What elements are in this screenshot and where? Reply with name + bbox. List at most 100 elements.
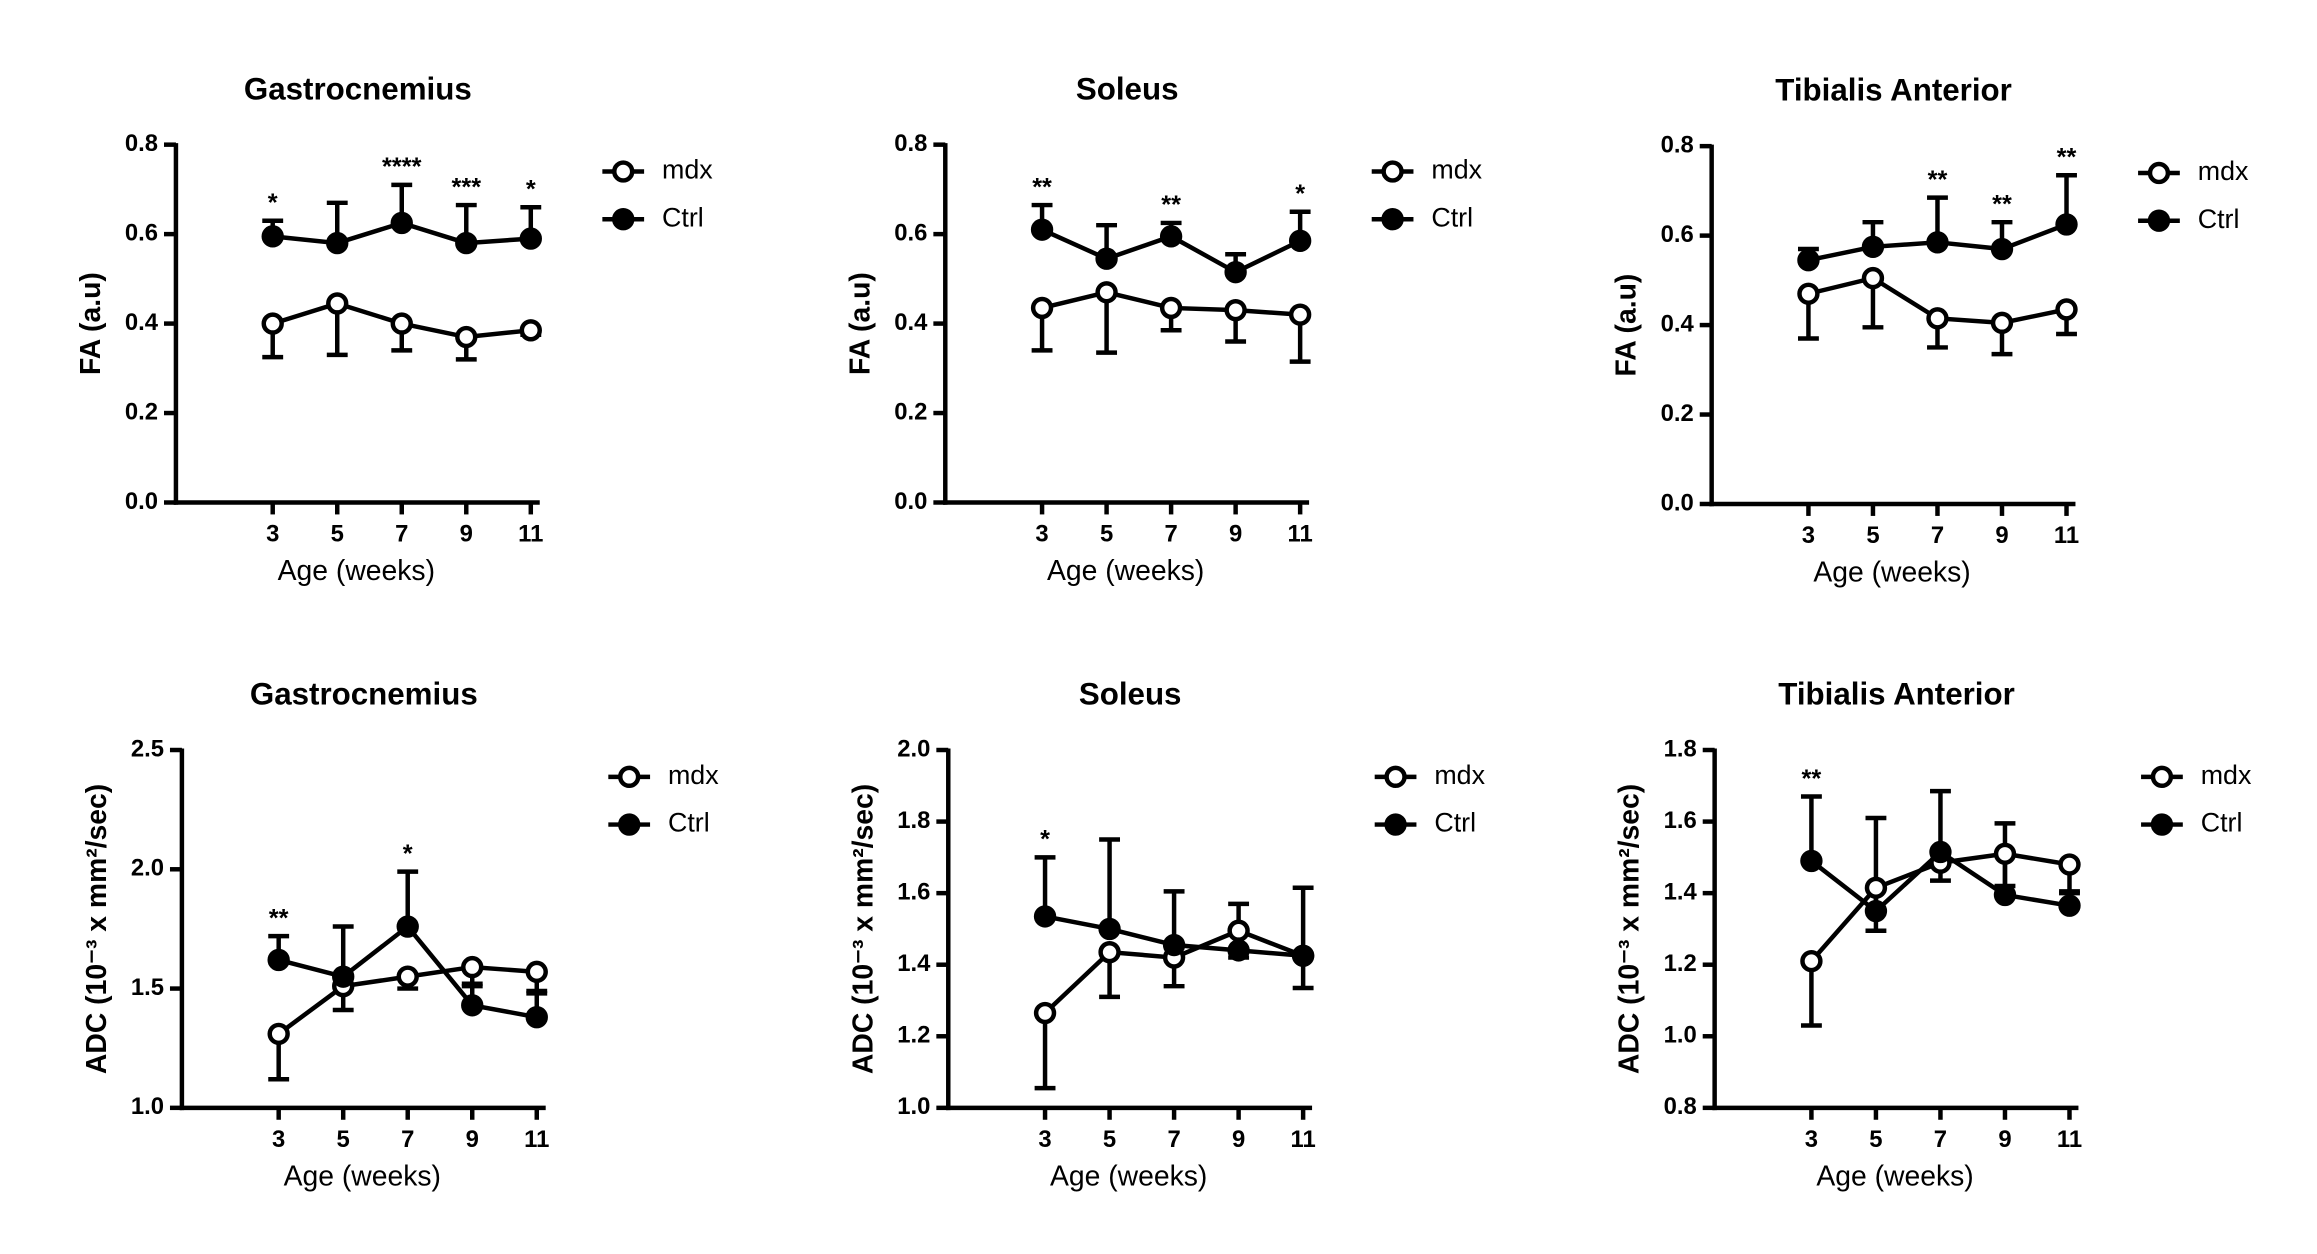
marker xyxy=(1864,899,1888,923)
chart-title: Tibialis Anterior xyxy=(1775,73,2012,108)
x-tick-label: 3 xyxy=(272,1126,285,1153)
marker xyxy=(1098,941,1121,964)
marker xyxy=(1159,225,1183,248)
panel: Soleus 1.0 1.2 1.4 1.6 1.8 2.0 3 5 7 9 11 Age (weeks… xyxy=(847,677,1485,1193)
marker xyxy=(1993,842,2017,865)
chart-title: Tibialis Anterior xyxy=(1778,677,2015,712)
significance: ** xyxy=(1032,173,1052,201)
significance: ** xyxy=(1992,190,2012,218)
marker xyxy=(525,960,548,984)
marker xyxy=(2058,853,2081,876)
marker xyxy=(2058,894,2081,917)
y-axis-label: ADC (10⁻³ x mm²/sec) xyxy=(847,784,879,1074)
chart-title: Gastrocnemius xyxy=(250,677,478,712)
y-tick-label: 0.4 xyxy=(1661,310,1695,337)
y-tick-label: 1.2 xyxy=(1664,950,1697,977)
legend-marker xyxy=(2147,161,2171,185)
y-tick-label: 0.4 xyxy=(125,309,159,336)
x-tick-label: 9 xyxy=(1229,521,1242,548)
marker xyxy=(461,955,484,979)
x-tick-label: 3 xyxy=(1802,522,1815,549)
chart-title: Soleus xyxy=(1076,71,1179,106)
y-tick-label: 1.2 xyxy=(897,1022,930,1049)
x-tick-label: 11 xyxy=(524,1126,549,1153)
panel: Soleus 0.0 0.2 0.4 0.6 0.8 3 5 7 9 11 Age (weeks) FA… xyxy=(844,71,1482,587)
y-axis-label: FA (a.u) xyxy=(844,272,876,375)
x-tick-label: 11 xyxy=(518,521,543,548)
legend-label: Ctrl xyxy=(1431,202,1473,232)
legend-marker xyxy=(2147,209,2171,232)
x-tick-label: 9 xyxy=(1232,1126,1245,1153)
marker xyxy=(1864,876,1888,899)
panel: Tibialis Anterior 0.8 1.0 1.2 1.4 1.6 1.8 3 5 7 9 1… xyxy=(1614,677,2252,1193)
x-tick-label: 9 xyxy=(1995,522,2008,549)
significance: ** xyxy=(1928,166,1948,194)
y-tick-label: 0.8 xyxy=(125,130,158,157)
legend-marker xyxy=(1384,813,1407,836)
y-axis-label: ADC (10⁻³ x mm²/sec) xyxy=(81,784,113,1074)
y-tick-label: 0.0 xyxy=(894,488,927,515)
x-tick-label: 11 xyxy=(1288,521,1313,548)
x-tick-label: 9 xyxy=(1998,1126,2011,1153)
y-tick-label: 0.8 xyxy=(1664,1093,1697,1120)
x-tick-label: 7 xyxy=(395,521,408,548)
legend-marker xyxy=(612,160,635,183)
y-tick-label: 1.8 xyxy=(897,807,930,834)
y-tick-label: 0.2 xyxy=(894,398,927,425)
legend-marker xyxy=(1381,160,1404,183)
marker xyxy=(396,915,419,938)
x-tick-label: 7 xyxy=(1934,1126,1947,1153)
y-tick-label: 1.0 xyxy=(131,1093,164,1120)
marker xyxy=(455,231,478,255)
marker xyxy=(1095,247,1118,270)
x-tick-label: 7 xyxy=(401,1126,414,1153)
y-tick-label: 0.0 xyxy=(1661,489,1694,516)
error-bar xyxy=(1292,885,1314,956)
significance: ** xyxy=(2057,144,2077,172)
legend-marker xyxy=(618,765,641,789)
marker xyxy=(1990,311,2014,335)
x-tick-label: 3 xyxy=(1038,1126,1051,1153)
x-axis-label: Age (weeks) xyxy=(1813,557,1970,589)
y-tick-label: 1.0 xyxy=(1664,1022,1697,1049)
marker xyxy=(1797,282,1820,305)
marker xyxy=(1993,883,2017,907)
marker xyxy=(1033,1001,1057,1025)
marker xyxy=(1800,849,1823,873)
panel: Tibialis Anterior 0.0 0.2 0.4 0.6 0.8 3 5 7 9 11 Ag… xyxy=(1611,73,2249,589)
y-tick-label: 0.8 xyxy=(894,130,927,157)
x-tick-label: 5 xyxy=(331,521,344,548)
legend-label: mdx xyxy=(668,760,719,790)
marker xyxy=(519,227,542,250)
significance: * xyxy=(403,840,413,868)
legend-label: mdx xyxy=(1434,760,1485,790)
y-tick-label: 2.5 xyxy=(131,735,164,762)
marker xyxy=(2055,213,2078,236)
x-tick-label: 5 xyxy=(1103,1126,1116,1153)
y-tick-label: 1.4 xyxy=(1664,878,1698,905)
legend-label: Ctrl xyxy=(668,808,710,838)
x-tick-label: 7 xyxy=(1931,522,1944,549)
legend-marker xyxy=(1381,208,1404,231)
y-tick-label: 1.8 xyxy=(1664,735,1697,762)
marker xyxy=(1227,919,1250,942)
legend-label: Ctrl xyxy=(2198,204,2240,234)
y-tick-label: 0.6 xyxy=(894,219,927,246)
legend-marker xyxy=(2150,813,2174,836)
marker xyxy=(390,312,413,335)
marker xyxy=(461,994,484,1017)
marker xyxy=(267,948,290,972)
x-axis-label: Age (weeks) xyxy=(284,1160,441,1192)
marker xyxy=(1926,231,1949,254)
marker xyxy=(1288,229,1312,253)
marker xyxy=(1159,296,1183,320)
y-tick-label: 1.4 xyxy=(897,950,931,977)
marker xyxy=(1224,298,1247,322)
x-axis-label: Age (weeks) xyxy=(1050,1160,1207,1192)
x-tick-label: 11 xyxy=(2057,1126,2082,1153)
marker xyxy=(1162,933,1186,957)
significance: * xyxy=(1040,826,1050,854)
marker xyxy=(1095,281,1118,304)
marker xyxy=(261,225,284,248)
